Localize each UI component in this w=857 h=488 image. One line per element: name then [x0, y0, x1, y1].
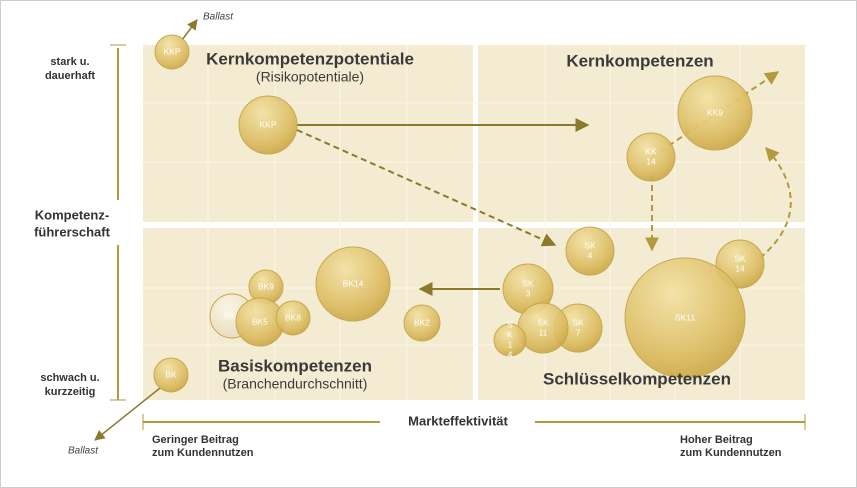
bubble-label: 3 [526, 288, 531, 298]
bubble-label: BK14 [343, 278, 364, 288]
x-left-label: Geringer Beitrag [152, 434, 239, 446]
bubble-label: BK8 [285, 312, 301, 322]
ballast-label: Ballast [203, 12, 234, 23]
x-axis: Markteffektivität Geringer Beitrag zum K… [142, 413, 806, 459]
x-left-label: zum Kundennutzen [152, 447, 254, 459]
bubble-label: S [507, 319, 513, 329]
bubble-label: 14 [646, 156, 656, 166]
bubble [493, 323, 527, 357]
bubble [626, 132, 676, 182]
bubble-label: K [507, 329, 513, 339]
y-title: führerschaft [34, 224, 111, 239]
y-bottom-label: kurzzeitig [45, 386, 96, 398]
bubble-label: 7 [576, 327, 581, 337]
bubble [275, 300, 311, 336]
y-axis: stark u. dauerhaft Kompetenz- führerscha… [34, 44, 126, 401]
bubble [403, 304, 441, 342]
bubble-label: SK11 [675, 312, 695, 322]
bubble-label: 14 [735, 263, 745, 273]
quadrant-subtitle: (Branchendurchschnitt) [223, 376, 368, 392]
quadrant-title: Schlüsselkompetenzen [543, 369, 731, 388]
bubble-label: BK2 [414, 317, 430, 327]
y-title: Kompetenz- [35, 207, 109, 222]
bubble-label: BK6 [224, 310, 240, 320]
bubble-label: SK [584, 240, 596, 250]
x-title: Markteffektivität [408, 413, 508, 428]
bubble-label: SK [572, 317, 584, 327]
y-bottom-label: schwach u. [40, 372, 99, 384]
bubble-label: BK5 [252, 316, 268, 326]
quadrant-titles: Kernkompetenzpotentiale (Risikopotential… [206, 49, 731, 391]
x-right-label: zum Kundennutzen [680, 447, 782, 459]
bubble [154, 34, 190, 70]
bubble-label: SK [537, 317, 549, 327]
bubble [315, 246, 391, 322]
bubble-label: 1 [508, 339, 513, 349]
bubble [565, 226, 615, 276]
ballast: Ballast Ballast [68, 12, 234, 457]
quadrant-title: Kernkompetenzpotentiale [206, 49, 414, 68]
bubble-label: KKP [259, 119, 276, 129]
quadrant-subtitle: (Risikopotentiale) [256, 69, 364, 85]
y-top-label: stark u. [50, 56, 89, 68]
bubble-label: BK9 [258, 281, 274, 291]
quadrant-title: Kernkompetenzen [566, 51, 713, 70]
bubble-label: KK [645, 146, 657, 156]
bubble-label: KK9 [707, 107, 723, 117]
bubble-label: SK [734, 253, 746, 263]
bubble-label: BK [165, 369, 177, 379]
bubble-label: SK [522, 278, 534, 288]
ballast-label: Ballast [68, 446, 99, 457]
bubble-label: 11 [539, 327, 548, 337]
bubble [677, 75, 753, 151]
y-top-label: dauerhaft [45, 70, 95, 82]
quadrant-title: Basiskompetenzen [218, 356, 372, 375]
bubble [153, 357, 189, 393]
bubble-label: KKP [163, 46, 180, 56]
bubble [238, 95, 298, 155]
bubble-label: 4 [588, 250, 593, 260]
x-right-label: Hoher Beitrag [680, 434, 753, 446]
bubble-label: 4 [508, 349, 513, 359]
bubble [624, 257, 746, 379]
